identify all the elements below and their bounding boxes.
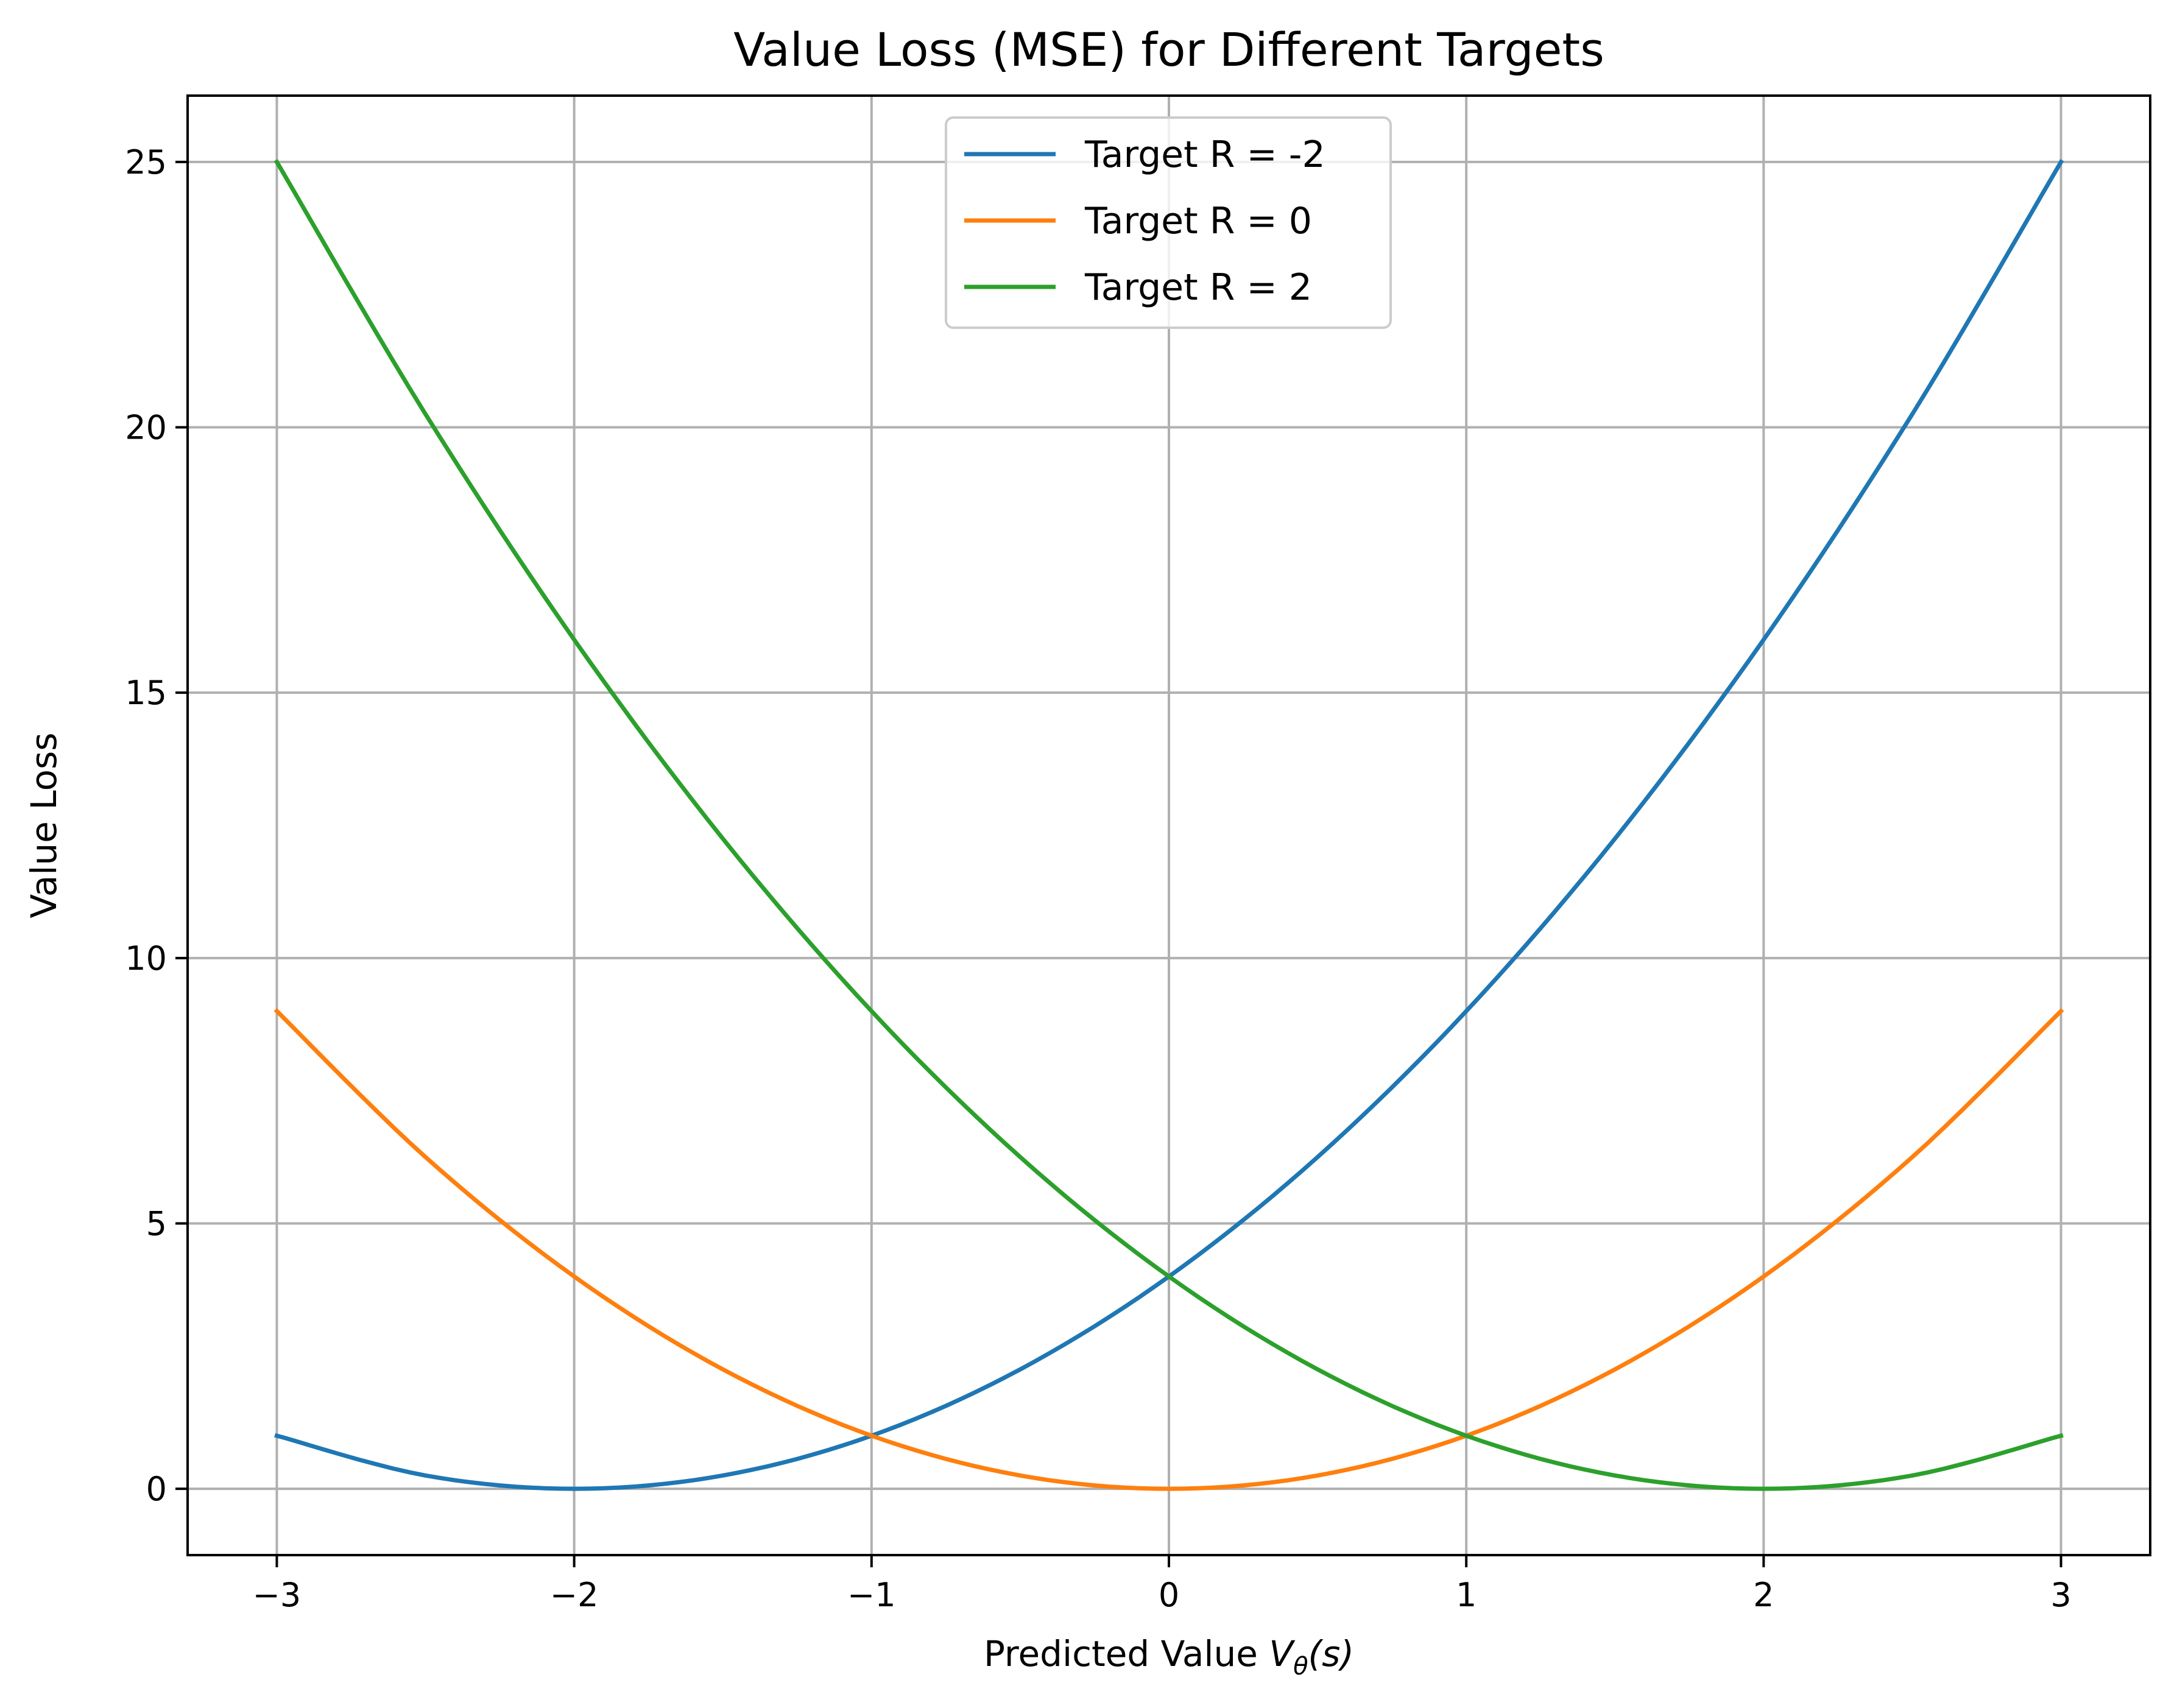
y-tick-label: 5 (146, 1204, 167, 1243)
y-axis-ticks: 0 5 10 15 20 25 (125, 143, 188, 1508)
x-axis-label-subscript: θ (1293, 1653, 1308, 1681)
x-tick-label: 1 (1456, 1576, 1477, 1614)
x-tick-label: 0 (1159, 1576, 1179, 1614)
legend-box (945, 116, 1392, 329)
y-tick-label: 15 (125, 674, 167, 712)
y-axis-label: Value Loss (23, 733, 65, 919)
y-tick-label: 10 (125, 939, 167, 978)
chart-title: Value Loss (MSE) for Different Targets (733, 23, 1604, 77)
x-axis-label-symbol: V (1269, 1633, 1296, 1674)
y-tick-label: 0 (146, 1470, 167, 1508)
x-tick-label: 2 (1753, 1576, 1774, 1614)
x-tick-label: 3 (2050, 1576, 2071, 1614)
legend-label: Target R = 0 (1084, 200, 1312, 242)
x-tick-label: −2 (550, 1576, 599, 1614)
series-line-2 (273, 159, 2064, 1491)
legend-label: Target R = 2 (1084, 266, 1312, 309)
legend-label: Target R = -2 (1084, 133, 1325, 176)
legend: Target R = -2 Target R = 0 Target R = 2 (945, 116, 1392, 329)
series-group (273, 159, 2064, 1491)
x-axis-label-suffix: (s) (1308, 1633, 1354, 1674)
x-tick-label: −1 (847, 1576, 896, 1614)
series-line-1 (273, 1008, 2064, 1491)
x-axis-label-prefix: Predicted Value (984, 1633, 1269, 1674)
y-tick-label: 20 (125, 409, 167, 447)
x-tick-label: −3 (253, 1576, 302, 1614)
x-axis-label: Predicted Value Vθ(s) (984, 1633, 1354, 1681)
y-tick-label: 25 (125, 143, 167, 182)
x-axis-ticks: −3 −2 −1 0 1 2 3 (253, 1555, 2072, 1614)
